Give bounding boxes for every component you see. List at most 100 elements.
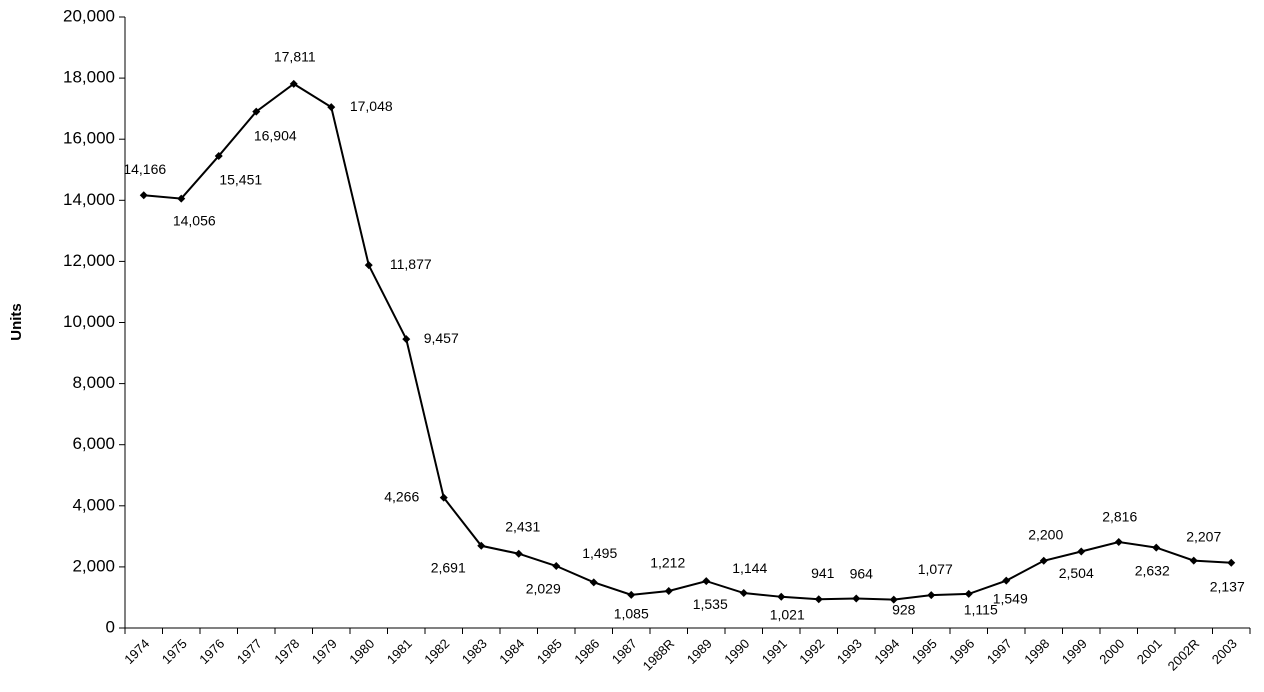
y-tick-label: 4,000 xyxy=(72,495,115,514)
marker xyxy=(439,493,448,502)
x-tick-label: 1993 xyxy=(834,636,865,667)
x-tick-label: 1995 xyxy=(909,636,940,667)
data-label: 1,115 xyxy=(964,602,998,618)
data-label: 2,137 xyxy=(1210,578,1245,594)
marker xyxy=(664,586,673,595)
marker xyxy=(777,592,786,601)
y-tick-label: 8,000 xyxy=(72,373,115,392)
data-label: 1,495 xyxy=(582,545,617,561)
x-tick-label: 1979 xyxy=(309,636,340,667)
data-label: 9,457 xyxy=(424,330,459,346)
marker xyxy=(702,577,711,586)
x-tick-label: 1976 xyxy=(196,636,227,667)
marker xyxy=(964,589,973,598)
data-label: 1,535 xyxy=(693,596,728,612)
marker xyxy=(139,191,148,200)
marker xyxy=(252,107,261,116)
x-tick-label: 2002R xyxy=(1165,636,1203,674)
x-tick-label: 1974 xyxy=(121,636,152,667)
marker xyxy=(1227,558,1236,567)
data-label: 2,691 xyxy=(431,559,466,575)
marker xyxy=(1077,547,1086,556)
x-tick-label: 2000 xyxy=(1096,636,1127,667)
x-tick-label: 1980 xyxy=(346,636,377,667)
marker xyxy=(289,79,298,88)
marker xyxy=(927,591,936,600)
y-tick-label: 20,000 xyxy=(63,6,115,25)
data-label: 1,212 xyxy=(650,555,685,571)
data-label: 1,085 xyxy=(614,606,649,622)
y-tick-label: 16,000 xyxy=(63,129,115,148)
data-label: 4,266 xyxy=(384,488,419,504)
marker xyxy=(814,595,823,604)
marker xyxy=(477,541,486,550)
x-tick-label: 1991 xyxy=(759,636,790,667)
data-label: 2,504 xyxy=(1059,565,1094,581)
data-label: 2,431 xyxy=(505,518,540,534)
x-tick-label: 1997 xyxy=(984,636,1015,667)
marker xyxy=(1152,543,1161,552)
marker xyxy=(627,590,636,599)
data-label: 1,549 xyxy=(993,590,1028,606)
marker xyxy=(1189,556,1198,565)
data-label: 1,077 xyxy=(918,561,953,577)
x-tick-label: 1982 xyxy=(421,636,452,667)
marker xyxy=(589,578,598,587)
y-tick-label: 0 xyxy=(106,617,115,636)
data-label: 14,056 xyxy=(173,212,216,228)
marker xyxy=(852,594,861,603)
data-label: 928 xyxy=(892,601,916,617)
x-tick-label: 1988R xyxy=(640,636,678,674)
x-tick-label: 1999 xyxy=(1059,636,1090,667)
marker xyxy=(364,261,373,270)
data-label: 1,021 xyxy=(770,607,805,623)
marker xyxy=(514,549,523,558)
marker xyxy=(177,194,186,203)
data-label: 2,207 xyxy=(1186,528,1221,544)
x-tick-label: 1977 xyxy=(234,636,265,667)
x-tick-label: 2001 xyxy=(1134,636,1165,667)
y-tick-label: 18,000 xyxy=(63,68,115,87)
y-tick-label: 10,000 xyxy=(63,312,115,331)
marker xyxy=(889,595,898,604)
data-label: 17,811 xyxy=(274,49,316,65)
x-tick-label: 1981 xyxy=(384,636,415,667)
data-label: 2,029 xyxy=(526,581,561,597)
y-tick-label: 6,000 xyxy=(72,434,115,453)
marker xyxy=(214,151,223,160)
x-tick-label: 1984 xyxy=(496,636,527,667)
line xyxy=(143,82,1232,601)
x-tick-label: 1985 xyxy=(534,636,565,667)
data-label: 15,451 xyxy=(219,172,262,188)
marker xyxy=(402,335,411,344)
marker xyxy=(1114,537,1123,546)
marker xyxy=(1002,576,1011,585)
x-tick-label: 1986 xyxy=(571,636,602,667)
marker xyxy=(739,589,748,598)
data-label: 2,632 xyxy=(1135,562,1170,578)
x-tick-label: 1998 xyxy=(1021,636,1052,667)
data-label: 17,048 xyxy=(350,98,393,114)
x-tick-label: 1975 xyxy=(159,636,190,667)
x-tick-label: 2003 xyxy=(1209,636,1240,667)
data-label: 14,166 xyxy=(123,161,166,177)
x-tick-label: 1990 xyxy=(721,636,752,667)
x-tick-label: 1978 xyxy=(271,636,302,667)
y-tick-label: 14,000 xyxy=(63,190,115,209)
data-label: 964 xyxy=(850,565,874,581)
data-label: 1,144 xyxy=(732,560,767,576)
data-label: 2,816 xyxy=(1102,509,1137,525)
data-label: 11,877 xyxy=(390,256,432,272)
x-tick-label: 1983 xyxy=(459,636,490,667)
y-tick-label: 12,000 xyxy=(63,251,115,270)
marker xyxy=(1039,556,1048,565)
data-label: 2,200 xyxy=(1028,526,1063,542)
x-tick-label: 1996 xyxy=(946,636,977,667)
x-tick-label: 1987 xyxy=(609,636,640,667)
y-tick-label: 2,000 xyxy=(72,556,115,575)
y-axis-title: Units xyxy=(8,303,25,341)
marker xyxy=(327,103,336,112)
x-tick-label: 1992 xyxy=(796,636,827,667)
data-label: 941 xyxy=(811,565,835,581)
